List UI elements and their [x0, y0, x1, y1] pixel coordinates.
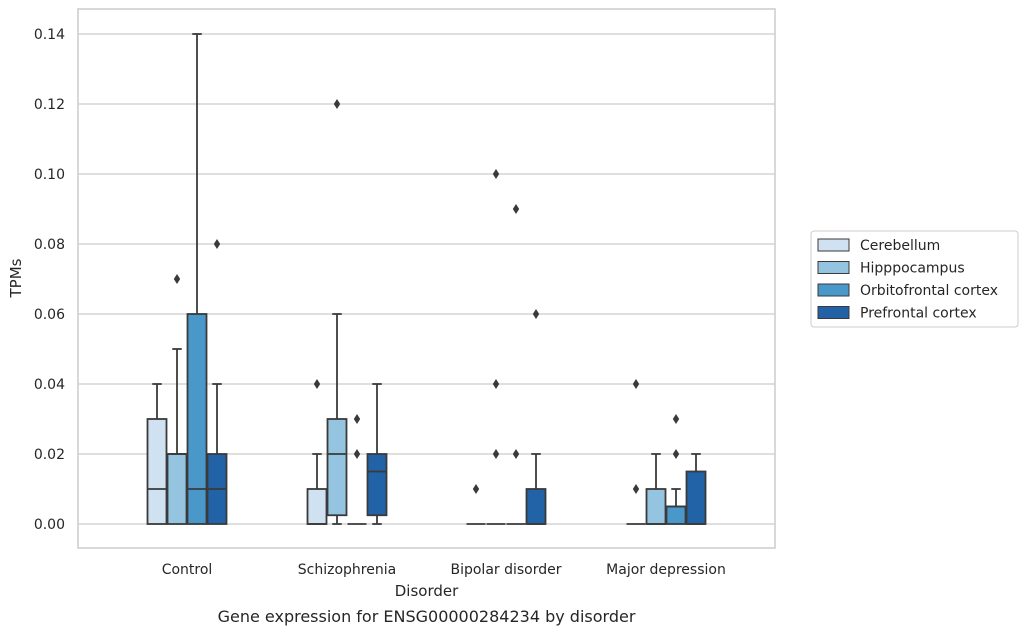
chart-caption: Gene expression for ENSG00000284234 by d… — [218, 607, 636, 626]
outlier-point — [492, 169, 500, 179]
x-tick-label: Bipolar disorder — [450, 562, 561, 578]
x-tick-labels: Control Schizophrenia Bipolar disorder Majo… — [162, 562, 726, 578]
box-1-1 — [326, 99, 348, 525]
box-3-1 — [366, 383, 388, 525]
box-1-0 — [166, 274, 188, 525]
outlier-point — [632, 484, 640, 494]
outlier-point — [353, 449, 361, 459]
outlier-point — [532, 309, 540, 319]
y-tick-label: 0.14 — [34, 27, 65, 43]
x-axis-title: Disorder — [395, 582, 459, 600]
outlier-point — [173, 274, 181, 284]
legend-label: Orbitofrontal cortex — [860, 283, 998, 299]
box-body — [146, 418, 168, 525]
box-2-0 — [186, 33, 208, 525]
box-0-1 — [306, 379, 328, 525]
box-body — [186, 313, 208, 525]
box-1-3 — [645, 453, 667, 525]
box-0-0 — [146, 383, 168, 525]
outlier-point — [213, 239, 221, 249]
x-tick-label: Major depression — [606, 562, 726, 578]
box-body — [645, 488, 667, 525]
box-2-2 — [506, 204, 526, 525]
legend-label: Cerebellum — [860, 238, 940, 254]
box-body — [366, 453, 388, 517]
y-tick-label: 0.12 — [34, 97, 65, 113]
box-2-3 — [665, 414, 687, 525]
outlier-point — [353, 414, 361, 424]
box-0-3 — [626, 379, 646, 525]
box-3-0 — [206, 239, 228, 525]
box-0-2 — [466, 484, 486, 525]
box-body — [665, 505, 687, 525]
box-body — [326, 418, 348, 517]
y-tick-label: 0.08 — [34, 237, 65, 253]
outlier-point — [632, 379, 640, 389]
legend-swatch — [817, 283, 850, 297]
outlier-point — [313, 379, 321, 389]
outlier-point — [672, 414, 680, 424]
legend-frame — [810, 230, 1019, 328]
box-body — [685, 470, 707, 525]
box-body — [525, 488, 547, 525]
y-tick-label: 0.06 — [34, 307, 65, 323]
box-3-3 — [685, 453, 707, 525]
y-axis-title: TPMs — [7, 258, 25, 298]
box-groups — [146, 33, 707, 525]
y-tick-labels: 0.00 0.02 0.04 0.06 0.08 0.10 0.12 0.14 — [34, 27, 65, 533]
outlier-point — [333, 99, 341, 109]
x-tick-label: Schizophrenia — [298, 562, 396, 578]
legend-label: Prefrontal cortex — [860, 306, 977, 322]
y-tick-label: 0.10 — [34, 167, 65, 183]
legend: Cerebellum Hipppocampus Orbitofrontal cort… — [810, 230, 1019, 328]
outlier-point — [512, 449, 520, 459]
y-tick-label: 0.02 — [34, 447, 65, 463]
box-2-1 — [347, 414, 367, 525]
x-tick-label: Control — [162, 562, 213, 578]
box-body — [306, 488, 328, 525]
outlier-point — [512, 204, 520, 214]
legend-swatch — [817, 261, 850, 274]
box-body — [166, 453, 188, 525]
grid-lines — [78, 33, 775, 525]
outlier-point — [472, 484, 480, 494]
legend-swatch — [817, 306, 850, 319]
legend-label: Hipppocampus — [860, 261, 965, 277]
box-3-2 — [525, 309, 547, 525]
plot-area-frame — [77, 8, 776, 549]
y-tick-label: 0.04 — [34, 377, 65, 393]
legend-swatch — [817, 238, 850, 252]
outlier-point — [492, 449, 500, 459]
box-1-2 — [486, 169, 506, 525]
legend-entries: Cerebellum Hipppocampus Orbitofrontal cort… — [817, 238, 998, 322]
outlier-point — [492, 379, 500, 389]
outlier-point — [672, 449, 680, 459]
y-tick-label: 0.00 — [34, 517, 65, 533]
